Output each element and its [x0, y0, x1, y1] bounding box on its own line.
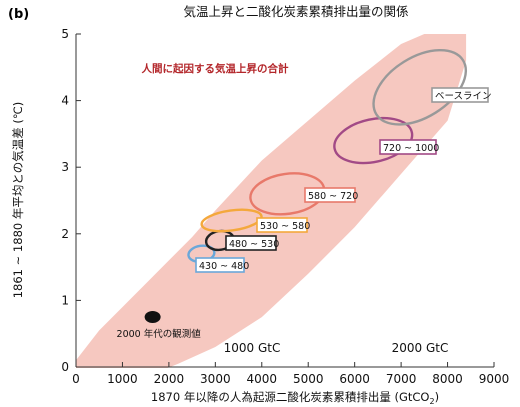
x-axis-label-main: 1870 年以降の人為起源二酸化炭素累積排出量 (GtCO [151, 390, 430, 404]
x-tick-label: 3000 [200, 372, 231, 386]
scenario-label: 720 ~ 1000 [383, 143, 439, 154]
x-tick-label: 0 [72, 372, 80, 386]
panel-label: (b) [8, 7, 29, 22]
scenario-ellipse [200, 208, 263, 233]
range-band-label: 人間に起因する気温上昇の合計 [142, 62, 289, 75]
scenario-label-box [225, 235, 277, 251]
x-tick-label: 1000 [107, 372, 138, 386]
y-tick-label: 1 [61, 293, 69, 307]
scenario-label-box [256, 217, 308, 233]
scenario-ellipse [372, 48, 468, 126]
scenario-label: ベースライン [435, 91, 492, 102]
x-tick-label: 8000 [432, 372, 463, 386]
observed-label: 2000 年代の観測値 [117, 328, 202, 340]
scenario-label: 480 ~ 530 [229, 239, 279, 250]
y-tick-label: 2 [61, 227, 69, 241]
scenario-label-box [379, 139, 437, 155]
plot-area: 0 1 2 3 4 5 0 1000 2000 3000 4000 5000 6000 7000 8000 9… [61, 27, 509, 386]
x-tick-label: 2000 [154, 372, 185, 386]
x-tick-label: 6000 [339, 372, 370, 386]
x-tick-label: 5000 [293, 372, 324, 386]
observed-point [144, 311, 161, 324]
x-tick-label: 9000 [479, 372, 510, 386]
scenario-label-box [195, 257, 245, 273]
scenario-label: 430 ~ 480 [199, 261, 249, 272]
y-tick-label: 4 [61, 94, 69, 108]
x-axis-label-end: ) [435, 390, 440, 404]
chart-title: 気温上昇と二酸化炭素累積排出量の関係 [183, 4, 408, 19]
range-band [76, 34, 467, 368]
scenario-label-box [431, 87, 489, 103]
scenario-label: 530 ~ 580 [260, 221, 310, 232]
gtc-annotation: 1000 GtC [224, 341, 281, 355]
y-tick-label: 5 [61, 27, 69, 41]
scenario-label-box [304, 187, 356, 203]
x-axis-label-subscript: 2 [429, 397, 434, 406]
gtc-annotation: 2000 GtC [392, 341, 449, 355]
y-tick-label: 3 [61, 160, 69, 174]
x-tick-label: 4000 [247, 372, 278, 386]
scenario-label: 580 ~ 720 [308, 191, 358, 202]
x-axis-label: 1870 年以降の人為起源二酸化炭素累積排出量 (GtCO2) [151, 390, 439, 406]
x-tick-label: 7000 [386, 372, 417, 386]
y-axis-label: 1861 ~ 1880 年平均との気温差 (℃) [11, 102, 25, 299]
scenario-ellipse [333, 116, 414, 165]
y-tick-label: 0 [61, 360, 69, 374]
